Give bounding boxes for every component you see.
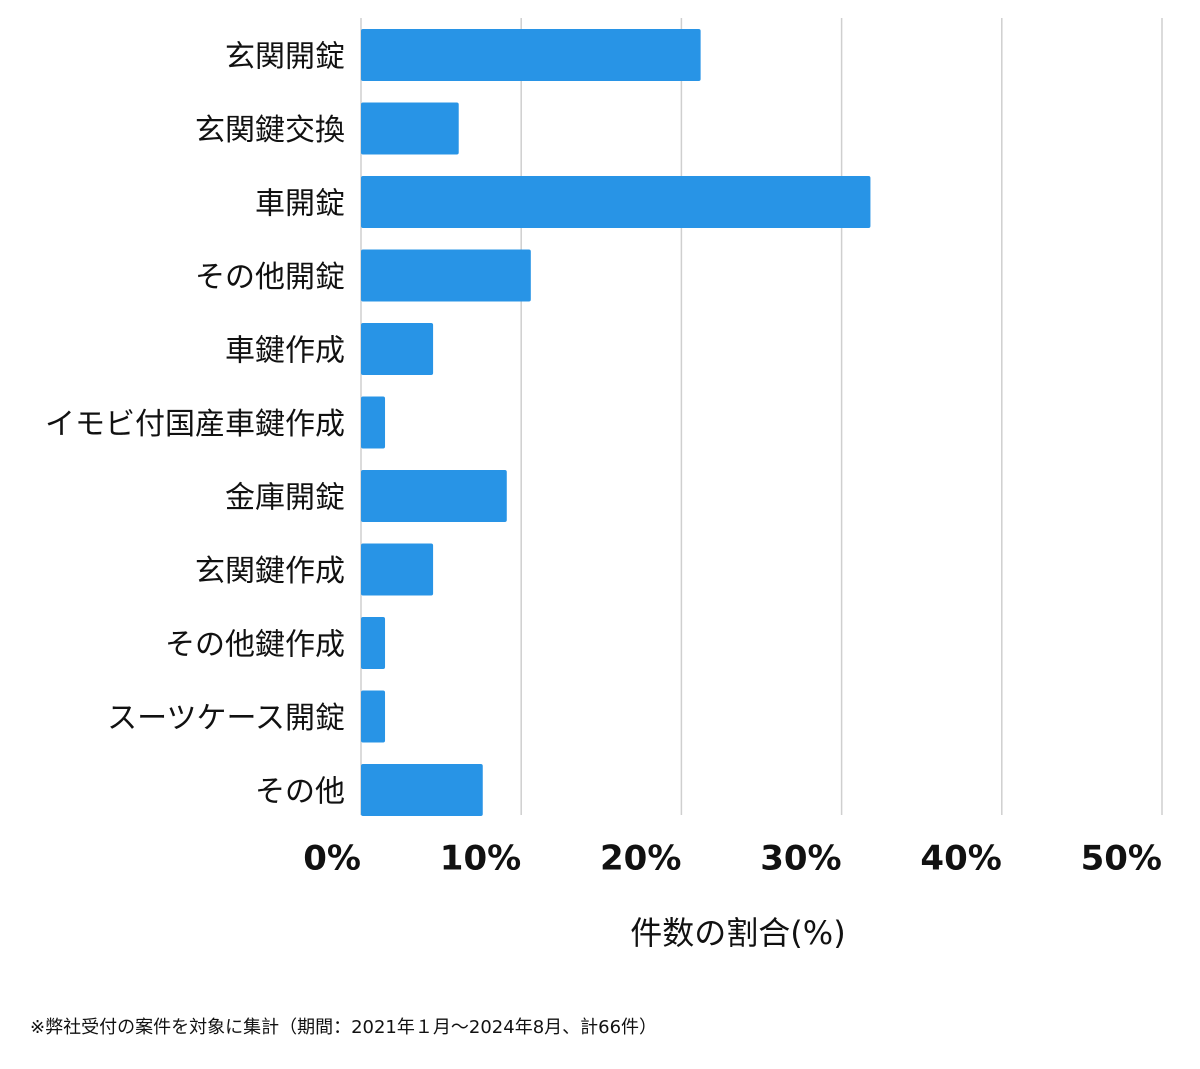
bar: [361, 543, 434, 596]
bar: [361, 470, 507, 522]
x-tick-label: 30%: [760, 839, 841, 879]
bar: [361, 249, 531, 302]
bar: [361, 617, 386, 669]
y-tick-label: 玄関鍵作成: [195, 554, 345, 589]
y-tick-label: その他開錠: [195, 260, 345, 295]
bar: [361, 690, 386, 743]
x-tick-label: 50%: [1081, 839, 1162, 879]
x-tick-label: 20%: [600, 839, 681, 879]
x-tick-label: 10%: [440, 839, 521, 879]
x-tick-label: 0%: [303, 839, 361, 879]
bar: [361, 29, 701, 81]
bar: [361, 176, 871, 228]
bar: [361, 323, 434, 375]
y-tick-label: その他: [255, 775, 345, 810]
bar: [361, 396, 386, 449]
y-tick-label: 車鍵作成: [225, 334, 345, 369]
y-tick-label: 玄関鍵交換: [195, 113, 345, 148]
y-tick-label: スーツケース開錠: [107, 701, 345, 736]
x-axis-label: 件数の割合(%): [630, 914, 845, 952]
y-tick-label: 金庫開錠: [225, 481, 345, 516]
y-tick-label: 玄関開錠: [225, 40, 345, 75]
y-tick-label: イモビ付国産車鍵作成: [45, 407, 345, 442]
bar: [361, 102, 459, 155]
footnote: ※弊社受付の案件を対象に集計（期間：2021年１月〜2024年8月、計66件）: [30, 1017, 657, 1038]
bar: [361, 764, 483, 816]
y-tick-label: その他鍵作成: [165, 628, 345, 663]
x-tick-label: 40%: [920, 839, 1001, 879]
y-tick-label: 車開錠: [255, 187, 345, 222]
